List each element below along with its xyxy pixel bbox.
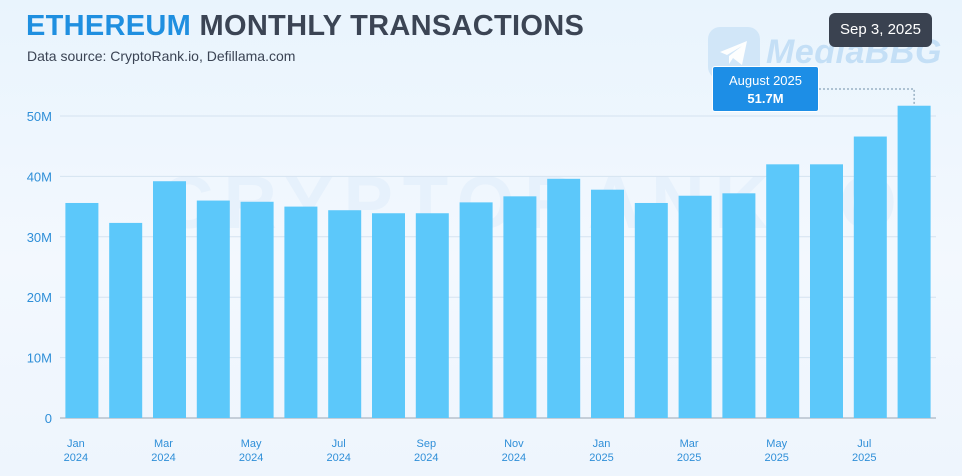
chart-bars xyxy=(65,105,931,419)
x-tick-month: Mar xyxy=(680,438,699,450)
x-tick-year: 2025 xyxy=(677,452,701,464)
bar-feb-2025 xyxy=(634,202,668,418)
callout-label: August 2025 xyxy=(728,73,802,88)
bar-sep-2024 xyxy=(415,213,449,418)
callout-leader-line xyxy=(819,88,915,105)
x-tick-month: May xyxy=(766,438,787,450)
callout-value: 51.7M xyxy=(747,91,784,106)
bar-may-2024 xyxy=(240,201,274,418)
x-tick-year: 2025 xyxy=(852,452,876,464)
chart-title: ETHEREUM MONTHLY TRANSACTIONS xyxy=(26,10,584,43)
y-tick-label: 20M xyxy=(27,290,52,305)
bar-jan-2025 xyxy=(591,189,624,418)
x-tick-month: May xyxy=(241,438,262,450)
x-tick-year: 2024 xyxy=(326,452,350,464)
callout-leader xyxy=(819,88,915,105)
bar-mar-2025 xyxy=(678,195,712,418)
y-tick-label: 30M xyxy=(27,230,52,245)
x-tick-month: Jan xyxy=(593,438,611,450)
chart-title-accent: ETHEREUM xyxy=(26,10,192,42)
bar-aug-2024 xyxy=(372,213,405,418)
chart-gridlines xyxy=(60,115,936,419)
bar-apr-2025 xyxy=(722,193,756,418)
x-tick-month: Sep xyxy=(417,438,437,450)
x-tick-year: 2025 xyxy=(589,452,613,464)
x-tick-month: Nov xyxy=(504,438,524,450)
bar-jun-2025 xyxy=(810,164,843,418)
highlight-callout: August 2025 51.7M xyxy=(712,66,819,112)
y-axis-ticks: 0 10M 20M 30M 40M 50M xyxy=(27,109,52,426)
bar-jul-2024 xyxy=(328,210,362,418)
x-tick-year: 2024 xyxy=(502,452,526,464)
bar-jun-2024 xyxy=(284,206,318,418)
bar-oct-2024 xyxy=(459,202,493,418)
chart-title-rest: MONTHLY TRANSACTIONS xyxy=(199,10,585,42)
x-tick-month: Jul xyxy=(857,438,871,450)
bar-aug-2025 xyxy=(897,105,931,419)
bar-nov-2024 xyxy=(503,196,537,418)
bar-feb-2024 xyxy=(109,222,143,418)
chart-subtitle: Data source: CryptoRank.io, Defillama.co… xyxy=(27,48,296,64)
x-tick-year: 2024 xyxy=(239,452,263,464)
bar-may-2025 xyxy=(766,164,800,418)
y-tick-label: 50M xyxy=(27,109,52,124)
x-tick-month: Jul xyxy=(332,438,346,450)
x-tick-year: 2024 xyxy=(64,452,88,464)
bar-jan-2024 xyxy=(65,202,99,418)
x-tick-year: 2025 xyxy=(764,452,788,464)
bar-jul-2025 xyxy=(853,136,887,418)
y-tick-label: 10M xyxy=(27,351,52,366)
x-tick-month: Mar xyxy=(154,438,173,450)
x-axis-ticks: Jan 2024 Mar 2024 May 2024 Jul 2024 Sep 2024 Nov 20… xyxy=(64,438,877,464)
bar-apr-2024 xyxy=(196,200,230,418)
bar-mar-2024 xyxy=(153,181,186,418)
bar-dec-2024 xyxy=(547,178,581,418)
y-tick-label: 0 xyxy=(45,411,52,426)
x-tick-month: Jan xyxy=(67,438,85,450)
x-tick-year: 2024 xyxy=(414,452,438,464)
date-badge: Sep 3, 2025 xyxy=(829,13,932,47)
x-tick-year: 2024 xyxy=(151,452,175,464)
y-tick-label: 40M xyxy=(27,169,52,184)
